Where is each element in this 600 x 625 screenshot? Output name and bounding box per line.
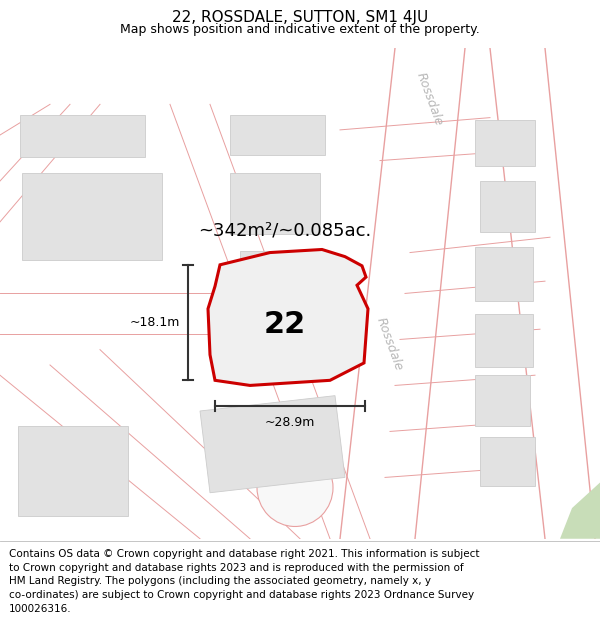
Text: ~342m²/~0.085ac.: ~342m²/~0.085ac.: [199, 221, 371, 239]
Text: Rossdale: Rossdale: [374, 316, 406, 373]
Polygon shape: [475, 314, 533, 367]
Text: 22: 22: [264, 309, 306, 339]
Polygon shape: [475, 119, 535, 166]
Polygon shape: [240, 251, 315, 293]
Polygon shape: [560, 482, 600, 539]
Polygon shape: [20, 114, 145, 158]
Text: ~18.1m: ~18.1m: [130, 316, 180, 329]
Polygon shape: [18, 426, 128, 516]
Polygon shape: [230, 114, 325, 156]
Polygon shape: [245, 306, 338, 383]
Polygon shape: [480, 436, 535, 486]
Text: ~28.9m: ~28.9m: [265, 416, 315, 429]
Polygon shape: [475, 375, 530, 426]
Text: Map shows position and indicative extent of the property.: Map shows position and indicative extent…: [120, 23, 480, 36]
Polygon shape: [475, 248, 533, 301]
Polygon shape: [22, 173, 162, 260]
Polygon shape: [200, 396, 345, 492]
Polygon shape: [480, 181, 535, 232]
Circle shape: [273, 465, 317, 510]
Text: Contains OS data © Crown copyright and database right 2021. This information is : Contains OS data © Crown copyright and d…: [9, 549, 479, 614]
Polygon shape: [230, 173, 320, 234]
Text: Rossdale: Rossdale: [415, 71, 446, 128]
Polygon shape: [208, 249, 368, 386]
Text: 22, ROSSDALE, SUTTON, SM1 4JU: 22, ROSSDALE, SUTTON, SM1 4JU: [172, 9, 428, 24]
Circle shape: [257, 449, 333, 526]
